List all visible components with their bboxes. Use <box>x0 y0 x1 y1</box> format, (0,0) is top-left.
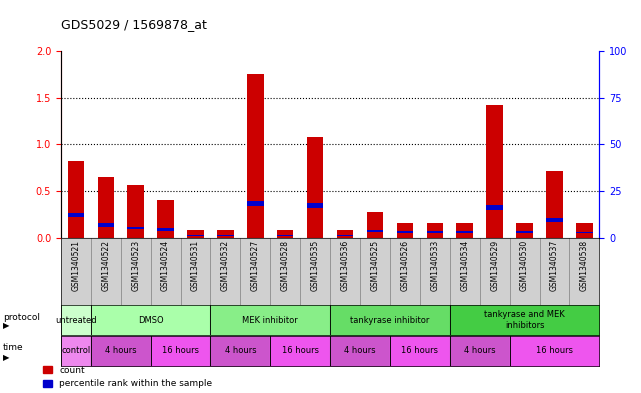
Bar <box>546 171 563 238</box>
Text: GSM1340536: GSM1340536 <box>340 240 349 291</box>
Text: GSM1340538: GSM1340538 <box>580 240 589 291</box>
Bar <box>187 235 204 236</box>
Text: GSM1340523: GSM1340523 <box>131 240 140 291</box>
Bar <box>128 226 144 230</box>
Bar <box>427 223 443 238</box>
Text: protocol: protocol <box>3 313 40 321</box>
Text: MEK inhibitor: MEK inhibitor <box>242 316 298 325</box>
Bar <box>217 235 233 236</box>
Text: 4 hours: 4 hours <box>344 347 376 355</box>
Text: 16 hours: 16 hours <box>401 347 438 355</box>
Bar <box>456 231 473 233</box>
Text: control: control <box>62 347 90 355</box>
Bar <box>68 213 84 217</box>
Bar <box>427 231 443 233</box>
Text: 16 hours: 16 hours <box>162 347 199 355</box>
Bar <box>367 211 383 238</box>
Bar <box>397 223 413 238</box>
Bar <box>158 228 174 231</box>
Text: tankyrase inhibitor: tankyrase inhibitor <box>350 316 429 325</box>
Text: untreated: untreated <box>55 316 97 325</box>
Text: GSM1340524: GSM1340524 <box>161 240 170 291</box>
Bar <box>68 161 84 238</box>
Text: 16 hours: 16 hours <box>536 347 573 355</box>
Bar <box>487 205 503 210</box>
Bar <box>337 230 353 238</box>
Bar <box>307 137 324 238</box>
Bar <box>97 177 114 238</box>
Bar <box>247 74 263 238</box>
Bar <box>397 231 413 233</box>
Bar <box>158 200 174 238</box>
Text: GSM1340525: GSM1340525 <box>370 240 379 291</box>
Text: time: time <box>3 343 24 353</box>
Text: GSM1340528: GSM1340528 <box>281 240 290 291</box>
Bar <box>97 223 114 226</box>
Text: GSM1340532: GSM1340532 <box>221 240 230 291</box>
Text: GSM1340537: GSM1340537 <box>550 240 559 291</box>
Bar <box>517 223 533 238</box>
Text: 4 hours: 4 hours <box>224 347 256 355</box>
Text: ▶: ▶ <box>3 353 10 362</box>
Text: GSM1340531: GSM1340531 <box>191 240 200 291</box>
Text: GSM1340530: GSM1340530 <box>520 240 529 291</box>
Bar <box>247 201 263 206</box>
Legend: count, percentile rank within the sample: count, percentile rank within the sample <box>43 366 212 389</box>
Text: 4 hours: 4 hours <box>105 347 137 355</box>
Text: DMSO: DMSO <box>138 316 163 325</box>
Text: GSM1340534: GSM1340534 <box>460 240 469 291</box>
Bar <box>487 105 503 238</box>
Text: GSM1340529: GSM1340529 <box>490 240 499 291</box>
Text: ▶: ▶ <box>3 321 10 331</box>
Bar <box>277 235 294 236</box>
Bar <box>277 230 294 238</box>
Bar <box>217 230 233 238</box>
Text: GSM1340535: GSM1340535 <box>311 240 320 291</box>
Text: GSM1340521: GSM1340521 <box>71 240 80 291</box>
Bar <box>517 231 533 233</box>
Bar <box>367 230 383 232</box>
Text: 4 hours: 4 hours <box>464 347 495 355</box>
Bar <box>307 203 324 208</box>
Text: GSM1340522: GSM1340522 <box>101 240 110 291</box>
Text: 16 hours: 16 hours <box>281 347 319 355</box>
Bar <box>576 223 593 238</box>
Text: GSM1340533: GSM1340533 <box>430 240 439 291</box>
Text: GSM1340527: GSM1340527 <box>251 240 260 291</box>
Bar <box>456 223 473 238</box>
Bar <box>576 232 593 233</box>
Text: tankyrase and MEK
inhibitors: tankyrase and MEK inhibitors <box>484 310 565 330</box>
Bar <box>546 218 563 222</box>
Bar <box>187 230 204 238</box>
Text: GDS5029 / 1569878_at: GDS5029 / 1569878_at <box>61 18 207 31</box>
Bar <box>128 185 144 238</box>
Bar <box>337 235 353 236</box>
Text: GSM1340526: GSM1340526 <box>401 240 410 291</box>
